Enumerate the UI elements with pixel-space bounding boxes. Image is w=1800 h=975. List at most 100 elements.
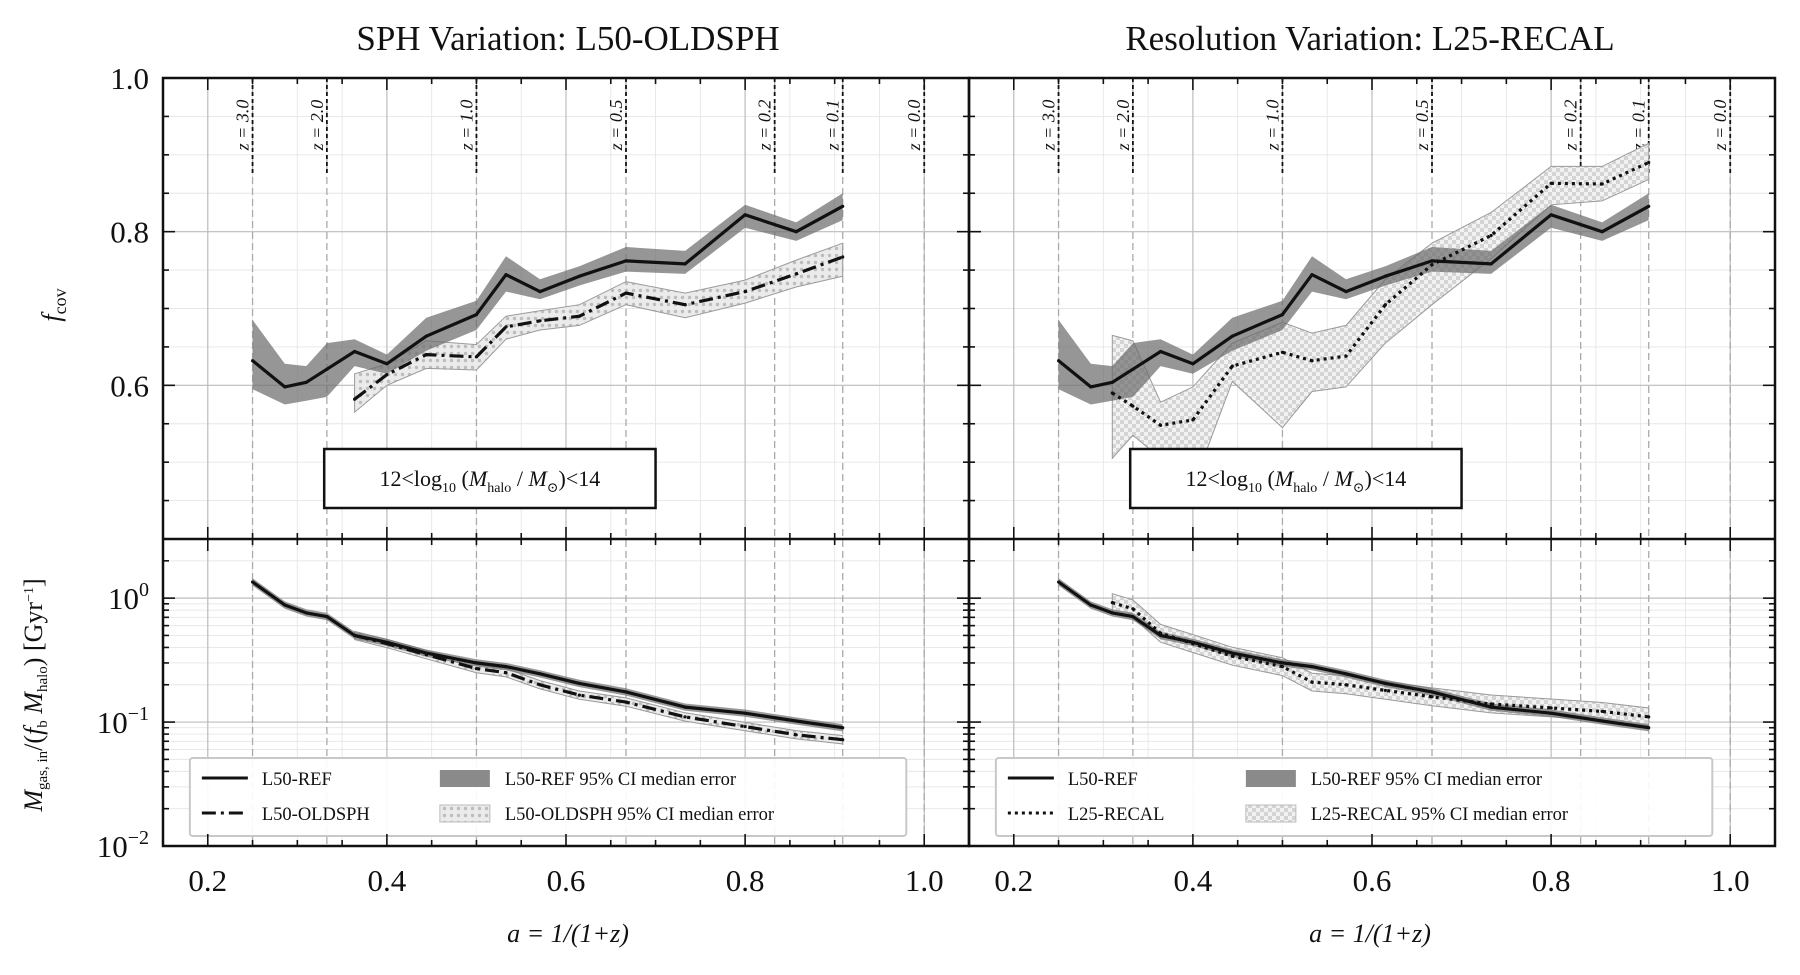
ref-inflow-point bbox=[325, 615, 329, 619]
ref-fcov-point bbox=[1430, 259, 1434, 263]
ref-fcov-point bbox=[538, 290, 542, 294]
variant-inflow-point bbox=[1430, 695, 1434, 699]
x-tick-label: 0.8 bbox=[726, 863, 765, 898]
ref-inflow-point bbox=[1057, 580, 1061, 584]
legend-label: L50-REF 95% CI median error bbox=[1311, 770, 1542, 790]
ref-fcov-point bbox=[1383, 274, 1387, 278]
ref-fcov-point bbox=[283, 385, 287, 389]
ref-fcov-point bbox=[325, 367, 329, 371]
redshift-label: z = 0.0 bbox=[1710, 100, 1730, 152]
bottom-y-tick-label: 10−2 bbox=[97, 827, 149, 864]
ref-fcov-point bbox=[1489, 262, 1493, 266]
legend-label: L50-OLDSPH 95% CI median error bbox=[505, 805, 774, 825]
variant-inflow-line bbox=[354, 633, 843, 742]
ref-inflow-line bbox=[1057, 580, 1649, 730]
variant-inflow-point bbox=[1383, 688, 1387, 693]
variant-fcov-point bbox=[1280, 350, 1284, 354]
ref-inflow-point bbox=[841, 726, 845, 730]
ref-ci-band bbox=[252, 193, 843, 405]
legend-ref-band-swatch bbox=[1245, 770, 1296, 787]
redshift-label: z = 0.0 bbox=[904, 100, 924, 152]
variant-fcov-point bbox=[743, 290, 747, 294]
ref-fcov-point bbox=[385, 362, 389, 366]
legend-label: L50-REF bbox=[1068, 770, 1138, 790]
redshift-label: z = 0.1 bbox=[823, 100, 843, 152]
legend-label: L50-REF 95% CI median error bbox=[505, 770, 736, 790]
variant-inflow-point bbox=[1310, 680, 1314, 684]
ref-fcov-point bbox=[1280, 313, 1284, 317]
variant-inflow-point bbox=[504, 671, 508, 675]
left-x-axis-label: a = 1/(1+z) bbox=[507, 919, 629, 948]
variant-inflow-point bbox=[1647, 715, 1651, 719]
legend-ref-band-swatch bbox=[439, 770, 490, 787]
redshift-label: z = 0.5 bbox=[606, 100, 626, 152]
x-tick-label: 0.6 bbox=[1353, 863, 1392, 898]
ref-inflow-point bbox=[1647, 726, 1651, 730]
ref-inflow-point bbox=[1230, 651, 1234, 655]
ref-inflow-point bbox=[538, 672, 542, 676]
mass-range-box bbox=[1128, 447, 1463, 510]
variant-inflow-point bbox=[577, 693, 582, 697]
ref-fcov-point bbox=[1647, 204, 1651, 208]
redshift-label: z = 0.2 bbox=[755, 100, 775, 152]
variant-fcov-point bbox=[385, 373, 389, 377]
variant-inflow-point bbox=[743, 725, 747, 729]
ref-inflow-point bbox=[1131, 615, 1135, 619]
bottom-y-tick-label: 10−1 bbox=[97, 703, 149, 740]
ref-fcov-point bbox=[251, 359, 255, 363]
legend-label: L50-OLDSPH bbox=[262, 805, 370, 825]
ref-inflow-point bbox=[743, 711, 747, 715]
ref-inflow-point bbox=[1110, 611, 1114, 615]
variant-inflow-point bbox=[1344, 683, 1348, 687]
ref-fcov-point bbox=[841, 204, 845, 208]
ref-inflow-point bbox=[304, 611, 308, 615]
right-panel-title: Resolution Variation: L25-RECAL bbox=[1125, 19, 1614, 58]
x-tick-label: 0.6 bbox=[547, 863, 586, 898]
legend bbox=[188, 757, 908, 837]
left-panel: z = 3.0 z = 2.0 z = 1.0 z = 0.5 z = 0.2 z = 0… bbox=[97, 61, 971, 898]
variant-inflow-point bbox=[385, 642, 389, 646]
ref-inflow-point bbox=[1344, 672, 1348, 676]
ref-fcov-line bbox=[251, 204, 844, 389]
variant-inflow-point bbox=[353, 633, 357, 638]
redshift-label: z = 2.0 bbox=[307, 100, 327, 152]
variant-fcov-point bbox=[1230, 364, 1234, 368]
ref-fcov-point bbox=[424, 334, 428, 338]
variant-inflow-point bbox=[1159, 631, 1163, 635]
variant-inflow-point bbox=[794, 733, 798, 737]
ref-inflow-ci-band bbox=[1058, 578, 1649, 732]
ref-fcov-point bbox=[1089, 385, 1093, 389]
ref-ci-band bbox=[1058, 193, 1649, 405]
variant-fcov-point bbox=[538, 319, 542, 323]
variant-fcov-point bbox=[474, 355, 478, 359]
variant-fcov-point bbox=[1110, 391, 1114, 395]
variant-inflow-point bbox=[1600, 709, 1604, 714]
variant-inflow-point bbox=[624, 700, 628, 704]
ref-fcov-point bbox=[1549, 213, 1553, 217]
variant-inflow-point bbox=[1230, 654, 1234, 658]
right-panel: z = 3.0 z = 2.0 z = 1.0 z = 0.5 z = 0.2 z = 0… bbox=[967, 76, 1777, 898]
variant-inflow-point bbox=[1489, 702, 1493, 706]
legend-label: L25-RECAL 95% CI median error bbox=[1311, 805, 1568, 825]
variant-fcov-point bbox=[624, 291, 628, 295]
ref-fcov-point bbox=[353, 349, 357, 354]
ref-inflow-point bbox=[683, 705, 687, 709]
legend-variant-band-swatch bbox=[1245, 804, 1297, 823]
variant-fcov-point bbox=[1600, 182, 1604, 186]
ref-fcov-point bbox=[1131, 367, 1135, 371]
variant-fcov-point bbox=[1131, 404, 1135, 408]
mass-range-box bbox=[322, 447, 657, 510]
variant-fcov-line bbox=[353, 255, 844, 401]
ref-inflow-point bbox=[1310, 665, 1314, 669]
bottom-y-tick-label: 100 bbox=[108, 579, 149, 616]
variant-ci-band bbox=[354, 242, 844, 414]
top-y-axis-label: fcov bbox=[37, 288, 70, 321]
top-y-tick-label: 1.0 bbox=[110, 61, 149, 96]
ref-fcov-point bbox=[304, 380, 308, 384]
x-tick-label: 0.4 bbox=[368, 863, 407, 898]
variant-fcov-line bbox=[1111, 161, 1650, 427]
variant-fcov-point bbox=[353, 397, 357, 401]
variant-fcov-point bbox=[1647, 160, 1651, 165]
redshift-label: z = 3.0 bbox=[1039, 100, 1059, 152]
